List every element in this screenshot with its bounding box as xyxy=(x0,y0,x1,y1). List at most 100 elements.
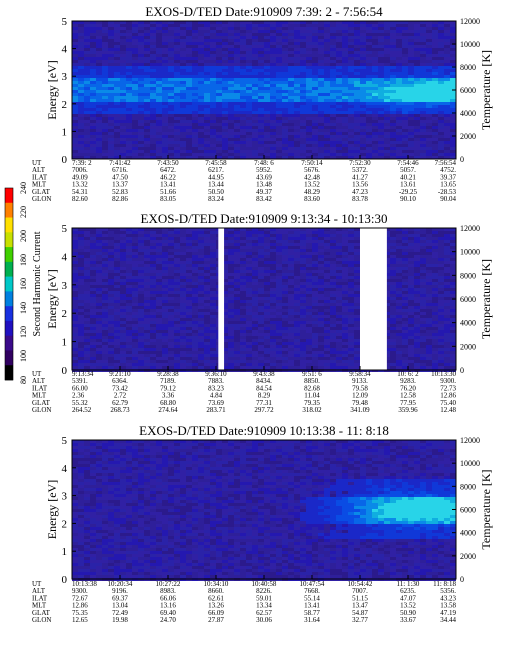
chart-title: EXOS-D/TED Date:910909 10:13:38 - 11: 8:… xyxy=(139,423,389,438)
ephem-row-name: ALT xyxy=(32,377,46,385)
colorbar-tick-label: 220 xyxy=(19,206,28,218)
ephem-value: 5391. xyxy=(72,377,88,385)
ephem-value: 43.23 xyxy=(440,594,456,602)
ephem-value: 50.90 xyxy=(400,609,416,617)
ephem-value: 33.67 xyxy=(400,616,416,624)
ephem-row-name: ILAT xyxy=(32,594,48,602)
ephem-value: 13.52 xyxy=(400,602,416,610)
ephem-row-name: UT xyxy=(32,370,42,378)
ephem-value: 72.73 xyxy=(440,384,456,392)
y-tick-label: 3 xyxy=(62,491,68,503)
heatmap xyxy=(72,21,456,159)
ephem-value: 62.61 xyxy=(208,594,224,602)
ephem-value: 8226. xyxy=(256,587,272,595)
ephem-value: 8983. xyxy=(160,587,176,595)
ephem-value: 7:41:42 xyxy=(109,159,131,167)
ephem-row-name: MLT xyxy=(32,392,47,400)
ephem-value: 12.86 xyxy=(440,392,456,400)
y-tick-label: 4 xyxy=(62,251,68,263)
colorbar-segment xyxy=(5,276,13,292)
y-tick-label: 5 xyxy=(62,223,68,235)
ephem-value: 27.87 xyxy=(208,616,224,624)
ephem-value: 62.79 xyxy=(112,399,128,407)
ephem-value: 69.40 xyxy=(160,609,176,617)
chart-panel-2: EXOS-D/TED Date:910909 9:13:34 - 10:13:3… xyxy=(32,211,493,414)
colorbar-label: Second Harmonic Current xyxy=(32,231,43,336)
ephem-value: 359.96 xyxy=(398,406,418,414)
heatmap xyxy=(72,440,456,581)
chart-panel-1: EXOS-D/TED Date:910909 7:39: 2 - 7:56:54… xyxy=(32,4,493,203)
ephem-value: 75.40 xyxy=(440,399,456,407)
ephem-row-name: ALT xyxy=(32,587,46,595)
ephem-value: 6217. xyxy=(208,166,224,174)
ephem-value: 47.19 xyxy=(440,609,456,617)
y-right-tick-label: 12000 xyxy=(460,224,480,233)
ephem-value: 7:45:58 xyxy=(205,159,227,167)
colorbar-tick-label: 80 xyxy=(19,376,28,384)
ephem-value: 40.21 xyxy=(400,173,416,181)
ephem-value: 82.60 xyxy=(72,195,88,203)
ephem-value: 42.48 xyxy=(304,173,320,181)
ephem-value: 12.65 xyxy=(72,616,88,624)
colorbar-segment xyxy=(5,202,13,218)
y-right-tick-label: 6000 xyxy=(460,295,476,304)
ephem-value: 5057. xyxy=(400,166,416,174)
colorbar-tick-label: 180 xyxy=(19,254,28,266)
colorbar-tick-label: 120 xyxy=(19,326,28,338)
ephem-value: 318.02 xyxy=(302,406,322,414)
y-right-tick-label: 8000 xyxy=(460,63,476,72)
ephem-value: 6235. xyxy=(400,587,416,595)
ephem-value: 7883. xyxy=(208,377,224,385)
ephem-value: 13.26 xyxy=(208,602,224,610)
ephem-value: 68.80 xyxy=(160,399,176,407)
ephem-value: 11: 8:18 xyxy=(433,580,456,588)
ephem-value: 297.72 xyxy=(254,406,274,414)
colorbar-segment xyxy=(5,247,13,263)
colorbar-segment xyxy=(5,335,13,351)
y-tick-label: 0 xyxy=(62,154,68,166)
y-right-axis-label: Temperature [K] xyxy=(479,50,493,130)
ephem-value: 50.50 xyxy=(208,188,224,196)
ephem-row-name: ILAT xyxy=(32,173,48,181)
data-gap-2 xyxy=(360,228,387,370)
ephem-value: 7:56:54 xyxy=(435,159,457,167)
y-right-axis-label: Temperature [K] xyxy=(479,469,493,549)
y-right-tick-label: 8000 xyxy=(460,271,476,280)
ephem-value: 55.14 xyxy=(304,594,320,602)
ephem-row-name: GLON xyxy=(32,406,51,414)
y-tick-label: 1 xyxy=(62,337,68,349)
ephem-value: 77.95 xyxy=(400,399,416,407)
ephem-value: 47.07 xyxy=(400,594,416,602)
ephem-value: 31.64 xyxy=(304,616,320,624)
y-tick-label: 1 xyxy=(62,546,68,558)
ephem-value: 10:47:54 xyxy=(300,580,325,588)
ephem-value: 7:50:14 xyxy=(301,159,323,167)
ephem-value: 10:13:30 xyxy=(431,370,456,378)
ephem-value: 5356. xyxy=(440,587,456,595)
ephem-value: 3.36 xyxy=(162,392,175,400)
ephem-value: 5952. xyxy=(256,166,272,174)
ephem-value: 72.49 xyxy=(112,609,128,617)
y-right-tick-label: 2000 xyxy=(460,552,476,561)
ephem-value: 283.71 xyxy=(206,406,226,414)
y-tick-label: 0 xyxy=(62,574,68,586)
y-right-tick-label: 6000 xyxy=(460,86,476,95)
ephem-value: 9300. xyxy=(72,587,88,595)
ephem-value: 47.50 xyxy=(112,173,128,181)
ephem-value: 8660. xyxy=(208,587,224,595)
ephem-value: 13.32 xyxy=(72,181,88,189)
colorbar-tick-label: 200 xyxy=(19,230,28,242)
chart-panel-3: EXOS-D/TED Date:910909 10:13:38 - 11: 8:… xyxy=(32,423,493,624)
ephem-value: 10: 6: 2 xyxy=(397,370,419,378)
y-right-tick-label: 4000 xyxy=(460,529,476,538)
ephem-value: 54.31 xyxy=(72,188,88,196)
ephem-value: 12.48 xyxy=(440,406,456,414)
y-right-tick-label: 12000 xyxy=(460,436,480,445)
colorbar-segment xyxy=(5,350,13,366)
ephem-value: 10:34:10 xyxy=(204,580,229,588)
y-tick-label: 3 xyxy=(62,280,68,292)
y-right-tick-label: 6000 xyxy=(460,506,476,515)
y-right-tick-label: 10000 xyxy=(460,248,480,257)
ephem-value: 9133. xyxy=(352,377,368,385)
